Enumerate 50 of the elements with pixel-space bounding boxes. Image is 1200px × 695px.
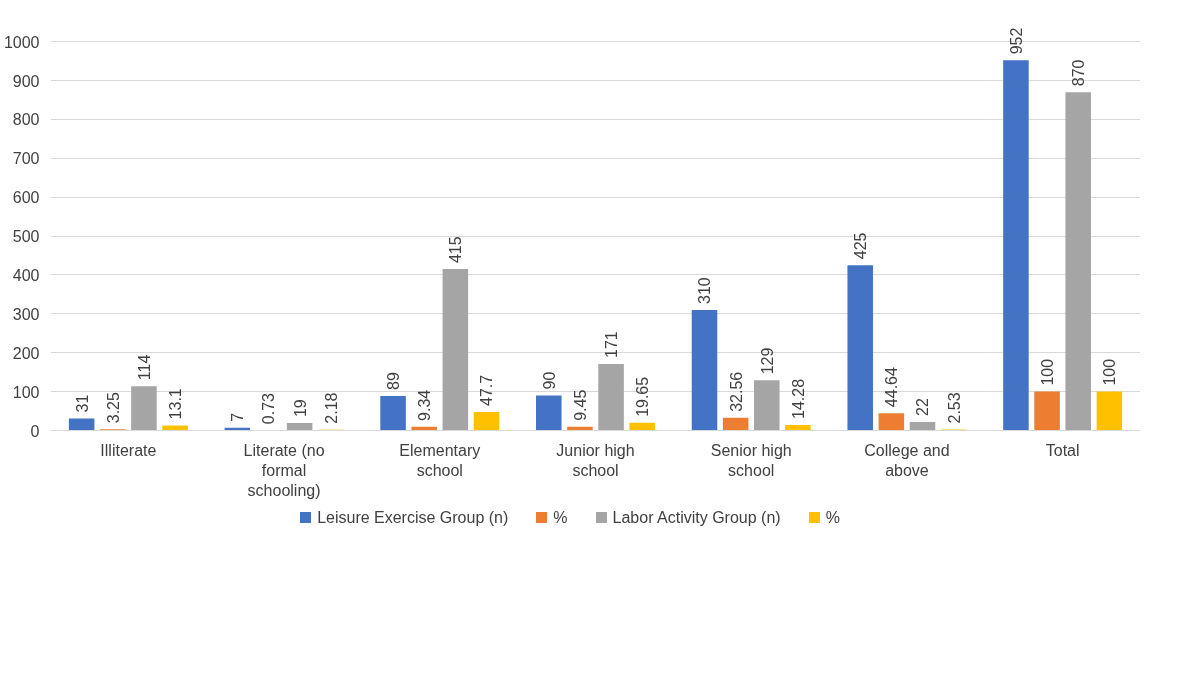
data-label: 2.53: [945, 392, 963, 424]
y-tick-label: 900: [12, 72, 40, 90]
data-label: 90: [540, 371, 558, 390]
data-label: 310: [696, 277, 714, 304]
data-label: 415: [447, 236, 465, 264]
y-tick-label: 700: [12, 150, 40, 168]
x-tick-label: Literate (no formal schooling): [243, 441, 325, 500]
data-label: 14.28: [789, 378, 807, 419]
legend-label: %: [824, 509, 840, 526]
y-tick-label: 400: [12, 266, 40, 284]
y-tick-label: 800: [12, 111, 40, 129]
data-label: 32.56: [727, 371, 745, 412]
data-label: 0.73: [260, 392, 278, 425]
legend-label: Labor Activity Group (n): [611, 509, 781, 526]
x-tick-label: Illiterate: [100, 441, 157, 459]
x-tick-label: Total: [1045, 441, 1080, 459]
data-label: 171: [603, 331, 621, 358]
data-label: 31: [73, 394, 91, 413]
x-tick-label: College and above: [864, 441, 950, 479]
data-label: 22: [914, 398, 932, 416]
x-tick-label: Elementary school: [399, 441, 481, 479]
y-tick-label: 300: [12, 305, 40, 323]
data-label: 7: [229, 412, 247, 422]
data-label: 129: [758, 347, 776, 375]
data-label: 2.18: [322, 392, 340, 424]
data-label: 3.25: [104, 391, 122, 424]
y-tick-label: 600: [12, 189, 40, 207]
data-label: 9.45: [571, 389, 589, 421]
y-tick-label: 200: [12, 344, 40, 362]
legend-label: %: [552, 509, 568, 526]
x-tick-label: Junior high school: [556, 441, 635, 479]
data-label: 47.7: [478, 374, 496, 406]
y-tick-label: 1000: [3, 33, 40, 51]
x-tick-label: Senior high school: [710, 441, 792, 479]
data-label: 100: [1039, 358, 1057, 386]
data-label: 44.64: [883, 367, 901, 408]
legend-label: Leisure Exercise Group (n): [316, 509, 509, 526]
data-label: 89: [385, 371, 403, 390]
data-label: 19: [291, 399, 309, 418]
data-label: 425: [852, 232, 870, 260]
data-label: 19.65: [634, 376, 652, 417]
data-label: 114: [135, 354, 153, 381]
y-tick-label: 500: [12, 228, 40, 246]
y-tick-label: 100: [12, 383, 40, 401]
y-tick-label: 0: [30, 422, 40, 440]
data-label: 9.34: [416, 389, 434, 421]
data-label: 870: [1070, 59, 1088, 87]
data-label: 100: [1101, 358, 1119, 386]
data-label: 13.1: [167, 388, 185, 420]
data-label: 952: [1007, 27, 1025, 55]
